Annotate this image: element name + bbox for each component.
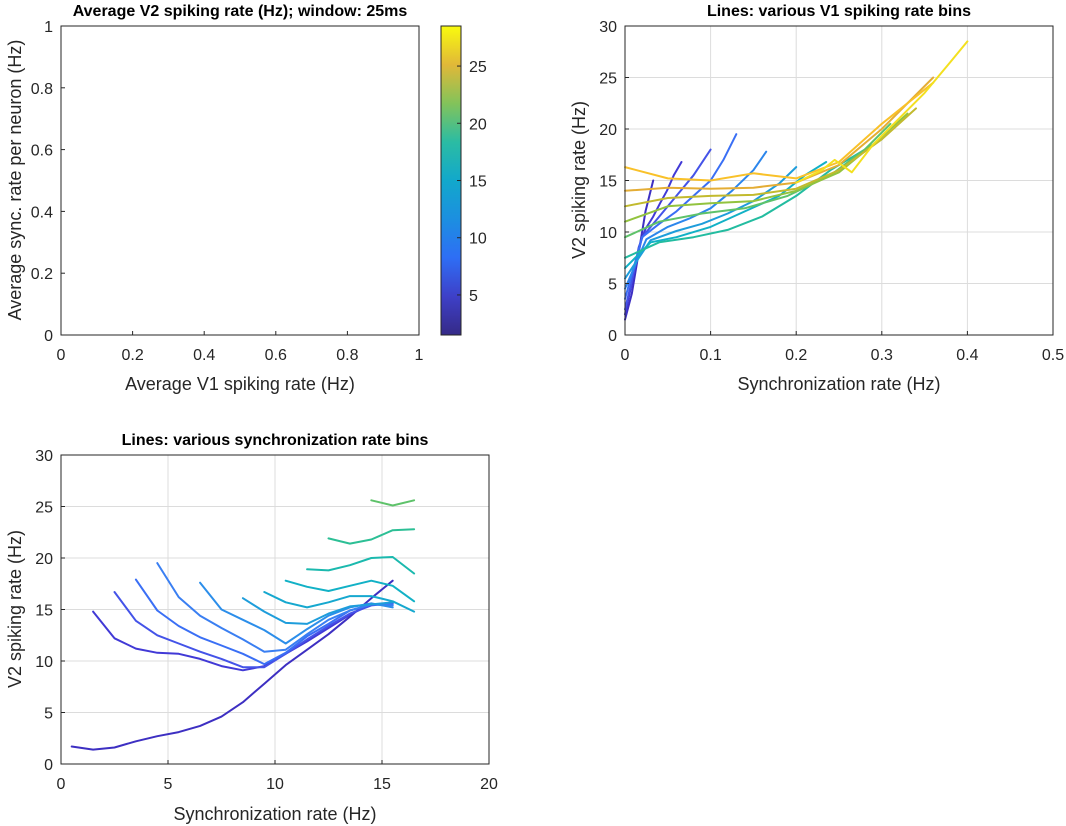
v1-bins-series [624, 40, 969, 321]
sync-bins-xtick-label: 15 [373, 776, 391, 793]
heatmap-ytick-label: 0.2 [31, 266, 53, 283]
v1-bins-ticks: 0 0.1 0.2 0.3 0.4 0.5 0 5 10 15 20 25 30 [599, 19, 1064, 364]
v1-bins-series-line-9 [624, 122, 892, 239]
v1-bins-series-line-11 [624, 107, 917, 208]
v1-bins-ytick-label: 0 [608, 328, 617, 345]
v1-bins-series-line-13 [624, 81, 935, 182]
sync-bins-ytick-label: 30 [35, 448, 53, 465]
v1-bins-series-line-7 [624, 161, 828, 270]
v1-bins-xtick-label: 0.3 [871, 347, 893, 364]
v1-bins-series-line-14 [795, 40, 969, 184]
sync-bins-ytick-label: 10 [35, 654, 53, 671]
v1-bins-title: Lines: various V1 spiking rate bins [707, 3, 971, 20]
colorbar-tick-label: 20 [469, 116, 487, 133]
colorbar-tick-label: 15 [469, 174, 487, 191]
colorbar-tick-label: 10 [469, 231, 487, 248]
colorbar-tick-label: 25 [469, 59, 487, 76]
sync-bins-series-line-9 [284, 579, 416, 603]
heatmap-ytick-label: 0.6 [31, 143, 53, 160]
heatmap-ytick-label: 0 [44, 328, 53, 345]
sync-bins-series-line-7 [241, 597, 394, 625]
v1-bins-ytick-label: 10 [599, 225, 617, 242]
sync-bins-xtick-label: 20 [480, 776, 498, 793]
colorbar-ticks: 5 10 15 20 25 [457, 59, 487, 305]
sync-bins-series-line-2 [92, 602, 394, 672]
sync-bins-ytick-label: 25 [35, 500, 53, 517]
sync-bins-ytick-label: 15 [35, 603, 53, 620]
heatmap-ylabel: Average sync. rate per neuron (Hz) [5, 40, 25, 321]
heatmap-xtick-label: 1 [415, 347, 424, 364]
sync-bins-xtick-label: 0 [57, 776, 66, 793]
v1-bins-ytick-label: 5 [608, 277, 617, 294]
v1-bins-ytick-label: 15 [599, 174, 617, 191]
panel-sync-rate-bins: 0 5 10 15 20 0 5 10 15 20 25 30 Lines: various sync… [5, 432, 498, 824]
v1-bins-ytick-label: 25 [599, 71, 617, 88]
heatmap-xtick-label: 0.8 [336, 347, 358, 364]
heatmap-xtick-label: 0 [57, 347, 66, 364]
sync-bins-series-line-10 [306, 556, 416, 575]
sync-bins-series [70, 499, 416, 751]
v1-bins-series-line-4 [624, 133, 738, 300]
sync-bins-series-line-1 [70, 579, 394, 751]
v1-bins-ytick-label: 20 [599, 122, 617, 139]
v1-bins-xtick-label: 0.2 [785, 347, 807, 364]
v1-bins-xtick-label: 0.1 [699, 347, 721, 364]
v1-bins-ytick-label: 30 [599, 19, 617, 36]
heatmap-title: Average V2 spiking rate (Hz); window: 25… [73, 3, 408, 20]
v1-bins-ylabel: V2 spiking rate (Hz) [569, 101, 589, 259]
v1-bins-xtick-label: 0.5 [1042, 347, 1064, 364]
sync-bins-series-line-5 [156, 562, 394, 653]
sync-bins-ytick-label: 5 [44, 706, 53, 723]
v1-bins-series-line-6 [624, 166, 798, 280]
v1-bins-series-line-8 [624, 138, 883, 259]
sync-bins-ytick-label: 0 [44, 757, 53, 774]
heatmap-ytick-label: 0.4 [31, 204, 53, 221]
heatmap-ytick-label: 1 [44, 19, 53, 36]
sync-bins-xtick-label: 5 [164, 776, 173, 793]
heatmap-xtick-label: 0.2 [121, 347, 143, 364]
heatmap-axes [60, 25, 420, 336]
sync-bins-series-line-12 [370, 499, 416, 507]
sync-bins-series-line-3 [113, 591, 394, 669]
sync-bins-xtick-label: 10 [266, 776, 284, 793]
heatmap-xtick-label: 0.6 [265, 347, 287, 364]
v1-bins-series-line-12 [624, 76, 935, 192]
sync-bins-ticks: 0 5 10 15 20 0 5 10 15 20 25 30 [35, 448, 498, 793]
heatmap-xtick-label: 0.4 [193, 347, 215, 364]
heatmap-ytick-label: 0.8 [31, 81, 53, 98]
heatmap-ticks: 0 0.2 0.4 0.6 0.8 1 0 0.2 0.4 0.6 0.8 1 [31, 19, 424, 364]
v1-bins-xtick-label: 0.4 [956, 347, 978, 364]
sync-bins-xlabel: Synchronization rate (Hz) [173, 804, 376, 824]
panel-v1-spiking-rate-bins: 0 0.1 0.2 0.3 0.4 0.5 0 5 10 15 20 25 30 Lines: vari… [569, 3, 1064, 394]
sync-bins-series-line-11 [327, 528, 416, 545]
sync-bins-title: Lines: various synchronization rate bins [122, 432, 429, 449]
v1-bins-xtick-label: 0 [621, 347, 630, 364]
heatmap-xlabel: Average V1 spiking rate (Hz) [125, 374, 355, 394]
v1-bins-xlabel: Synchronization rate (Hz) [737, 374, 940, 394]
colorbar-tick-label: 5 [469, 288, 478, 305]
sync-bins-ytick-label: 20 [35, 551, 53, 568]
sync-bins-ylabel: V2 spiking rate (Hz) [5, 530, 25, 688]
panel-average-v2-spiking-rate: Average V2 spiking rate (Hz); window: 25… [5, 3, 487, 394]
sync-bins-series-line-8 [263, 591, 416, 613]
